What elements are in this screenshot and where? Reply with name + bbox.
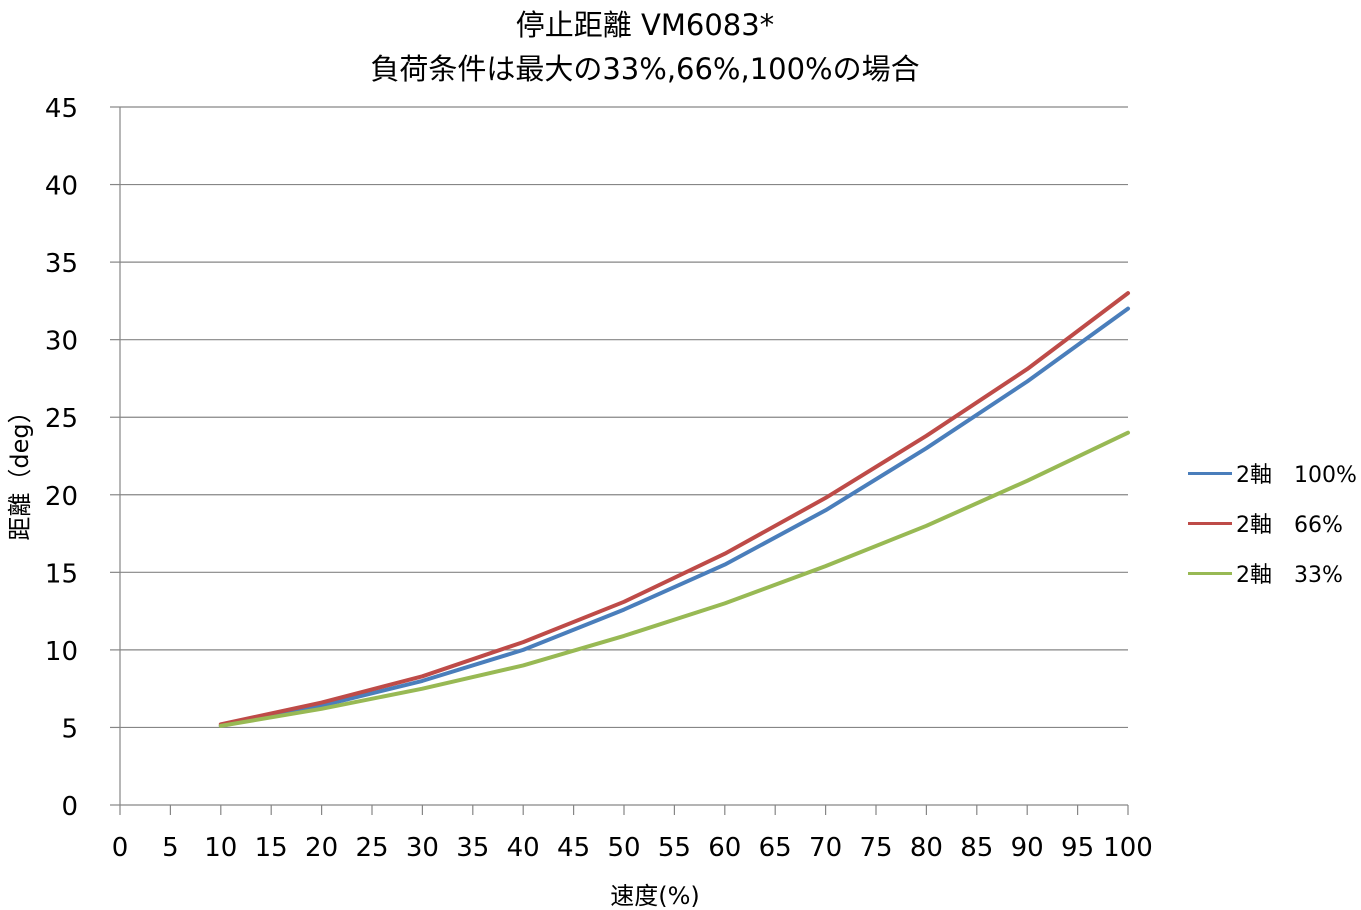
legend-item-2: 2軸 33% xyxy=(1188,548,1357,598)
y-axis-label: 距離（deg） xyxy=(6,399,34,540)
x-tick-label: 90 xyxy=(1011,833,1044,863)
y-tick-label: 45 xyxy=(45,94,78,124)
legend-label: 2軸 100% xyxy=(1236,463,1357,488)
y-tick-label: 5 xyxy=(61,714,78,744)
x-tick-label: 10 xyxy=(204,833,237,863)
x-tick-label: 50 xyxy=(607,833,640,863)
legend-item-0: 2軸 100% xyxy=(1188,448,1357,498)
y-tick-label: 20 xyxy=(45,482,78,512)
legend-item-1: 2軸 66% xyxy=(1188,498,1357,548)
x-tick-label: 15 xyxy=(255,833,288,863)
series-line-0 xyxy=(218,306,1130,728)
x-tick-label: 25 xyxy=(355,833,388,863)
x-tick-label: 60 xyxy=(708,833,741,863)
legend-swatch xyxy=(1188,471,1232,475)
x-tick-label: 65 xyxy=(759,833,792,863)
x-axis-label: 速度(%) xyxy=(610,882,700,910)
x-tick-label: 40 xyxy=(507,833,540,863)
chart-subtitle: 負荷条件は最大の33%,66%,100%の場合 xyxy=(370,52,920,86)
y-tick-label: 10 xyxy=(45,637,78,667)
y-tick-label: 15 xyxy=(45,559,78,589)
y-tick-label: 25 xyxy=(45,404,78,434)
x-tick-label: 80 xyxy=(910,833,943,863)
y-tick-label: 30 xyxy=(45,327,78,357)
x-tick-label: 85 xyxy=(960,833,993,863)
series-line-2 xyxy=(218,430,1130,728)
x-tick-label: 70 xyxy=(809,833,842,863)
y-tick-labels: 0 5 10 15 20 25 30 35 40 45 xyxy=(45,94,78,822)
x-tick-label: 0 xyxy=(112,833,129,863)
x-tick-label: 55 xyxy=(658,833,691,863)
x-tick-label: 75 xyxy=(859,833,892,863)
y-tick-label: 0 xyxy=(61,792,78,822)
x-tick-label: 20 xyxy=(305,833,338,863)
axes xyxy=(110,106,1129,815)
x-tick-label: 95 xyxy=(1061,833,1094,863)
x-tick-label: 5 xyxy=(162,833,179,863)
gridlines xyxy=(120,106,1128,729)
x-tick-label: 100 xyxy=(1103,833,1153,863)
chart-title: 停止距離 VM6083* xyxy=(515,8,775,42)
x-tick-label: 35 xyxy=(456,833,489,863)
legend-label: 2軸 66% xyxy=(1236,513,1343,538)
legend-swatch xyxy=(1188,521,1232,525)
legend: 2軸 100% 2軸 66% 2軸 33% xyxy=(1188,448,1357,598)
legend-label: 2軸 33% xyxy=(1236,563,1343,588)
series-line-1 xyxy=(218,291,1130,727)
x-tick-label: 45 xyxy=(557,833,590,863)
x-tick-label: 30 xyxy=(406,833,439,863)
legend-swatch xyxy=(1188,571,1232,575)
y-tick-label: 35 xyxy=(45,249,78,279)
series-lines xyxy=(218,291,1130,728)
y-tick-label: 40 xyxy=(45,172,78,202)
x-tick-labels: 0 5 10 15 20 25 30 35 40 45 50 55 60 65 70 75 80 85 90 95 10… xyxy=(112,833,1153,863)
